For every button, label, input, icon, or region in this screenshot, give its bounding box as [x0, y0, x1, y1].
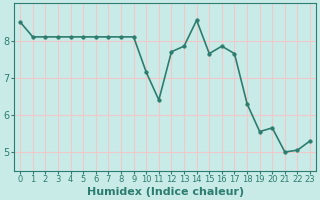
X-axis label: Humidex (Indice chaleur): Humidex (Indice chaleur)	[87, 187, 244, 197]
